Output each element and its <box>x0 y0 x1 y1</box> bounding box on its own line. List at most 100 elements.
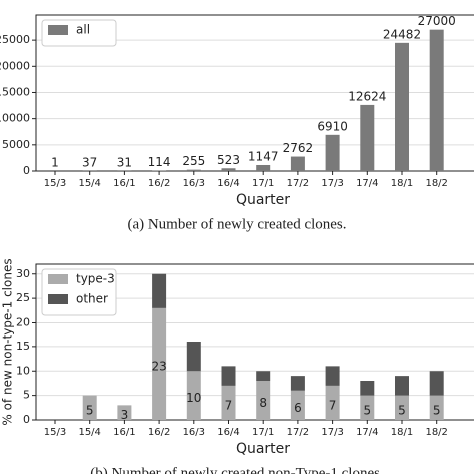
y-tick-label: 15000 <box>0 85 30 98</box>
value-label: 5 <box>398 403 406 417</box>
value-label: 255 <box>182 154 205 168</box>
y-tick-label: 25 <box>16 291 30 304</box>
bar <box>290 390 305 420</box>
y-tick-label: 30 <box>16 267 30 280</box>
value-label: 24482 <box>383 27 421 41</box>
bar <box>221 385 236 420</box>
bar <box>325 366 340 386</box>
y-tick-label: 25000 <box>0 33 30 46</box>
bar <box>395 42 409 171</box>
x-tick-label: 18/1 <box>391 178 413 189</box>
bar <box>186 371 201 420</box>
x-tick-label: 17/3 <box>321 178 343 189</box>
x-tick-label: 16/1 <box>113 178 135 189</box>
value-label: 23 <box>151 359 166 373</box>
value-label: 2762 <box>283 141 314 155</box>
bar <box>360 104 375 171</box>
x-tick-label: 15/4 <box>78 427 100 438</box>
x-tick-label: 17/2 <box>287 427 309 438</box>
value-label: 5 <box>433 403 441 417</box>
bar <box>256 164 271 171</box>
bar <box>429 371 444 396</box>
value-label: 1147 <box>248 149 279 163</box>
value-label: 6910 <box>317 119 348 133</box>
bar <box>360 395 375 420</box>
y-tick-label: 10000 <box>0 112 30 125</box>
legend-swatch <box>48 25 68 35</box>
value-label: 37 <box>82 155 97 169</box>
value-label: 8 <box>259 396 267 410</box>
value-label: 7 <box>225 398 233 412</box>
x-tick-label: 17/1 <box>252 178 274 189</box>
x-tick-label: 15/3 <box>44 427 66 438</box>
value-label: 3 <box>121 408 129 422</box>
x-axis-label: Quarter <box>236 441 290 457</box>
x-tick-label: 18/1 <box>391 427 413 438</box>
bar <box>360 381 375 396</box>
x-tick-label: 16/1 <box>113 427 135 438</box>
bar <box>429 29 444 172</box>
x-tick-label: 16/2 <box>148 427 170 438</box>
bar <box>325 134 340 171</box>
legend-label: type-3 <box>76 272 115 286</box>
y-tick-label: 5000 <box>2 138 30 151</box>
x-tick-label: 18/2 <box>425 427 447 438</box>
x-axis-label: Quarter <box>236 192 290 208</box>
y-tick-label: 0 <box>23 413 30 426</box>
value-label: 5 <box>86 403 94 417</box>
bar <box>117 405 132 420</box>
y-tick-label: 20 <box>16 316 30 329</box>
x-tick-label: 16/4 <box>217 178 239 189</box>
caption: (a) Number of newly created clones. <box>127 216 346 232</box>
y-axis-label: % of new non-type-1 clones <box>1 258 15 425</box>
x-tick-label: 15/4 <box>78 178 100 189</box>
x-tick-label: 18/2 <box>425 178 447 189</box>
x-tick-label: 16/3 <box>183 427 205 438</box>
bar <box>256 381 271 420</box>
x-tick-label: 17/2 <box>287 178 309 189</box>
x-tick-label: 17/4 <box>356 178 378 189</box>
x-tick-label: 17/3 <box>321 427 343 438</box>
value-label: 6 <box>294 401 302 415</box>
bar <box>325 385 340 420</box>
bar <box>221 366 236 386</box>
bar <box>186 169 201 171</box>
x-tick-label: 16/3 <box>183 178 205 189</box>
x-tick-label: 17/4 <box>356 427 378 438</box>
value-label: 10 <box>186 391 201 405</box>
bar <box>82 395 97 420</box>
bar <box>395 395 409 420</box>
value-label: 12624 <box>348 89 386 103</box>
y-tick-label: 15 <box>16 340 30 353</box>
x-tick-label: 16/4 <box>217 427 239 438</box>
bar <box>429 395 444 420</box>
value-label: 31 <box>117 155 132 169</box>
legend-label: all <box>76 23 90 37</box>
bar <box>152 273 167 308</box>
y-tick-label: 10 <box>16 364 30 377</box>
legend-swatch <box>48 294 68 304</box>
value-label: 1 <box>51 155 59 169</box>
bar <box>221 168 236 171</box>
bar <box>290 156 305 171</box>
value-label: 523 <box>217 153 240 167</box>
x-tick-label: 16/2 <box>148 178 170 189</box>
bar <box>256 371 271 381</box>
value-label: 5 <box>363 403 371 417</box>
value-label: 27000 <box>418 14 456 28</box>
legend-swatch <box>48 274 68 284</box>
bar <box>186 342 201 372</box>
x-tick-label: 15/3 <box>44 178 66 189</box>
bar <box>152 170 167 171</box>
y-tick-label: 0 <box>23 164 30 177</box>
bar <box>152 307 167 420</box>
value-label: 114 <box>148 155 171 169</box>
value-label: 7 <box>329 398 337 412</box>
y-tick-label: 5 <box>23 389 30 402</box>
legend-label: other <box>76 292 108 306</box>
bar <box>290 376 305 391</box>
y-tick-label: 20000 <box>0 59 30 72</box>
x-tick-label: 17/1 <box>252 427 274 438</box>
bar <box>395 376 409 396</box>
